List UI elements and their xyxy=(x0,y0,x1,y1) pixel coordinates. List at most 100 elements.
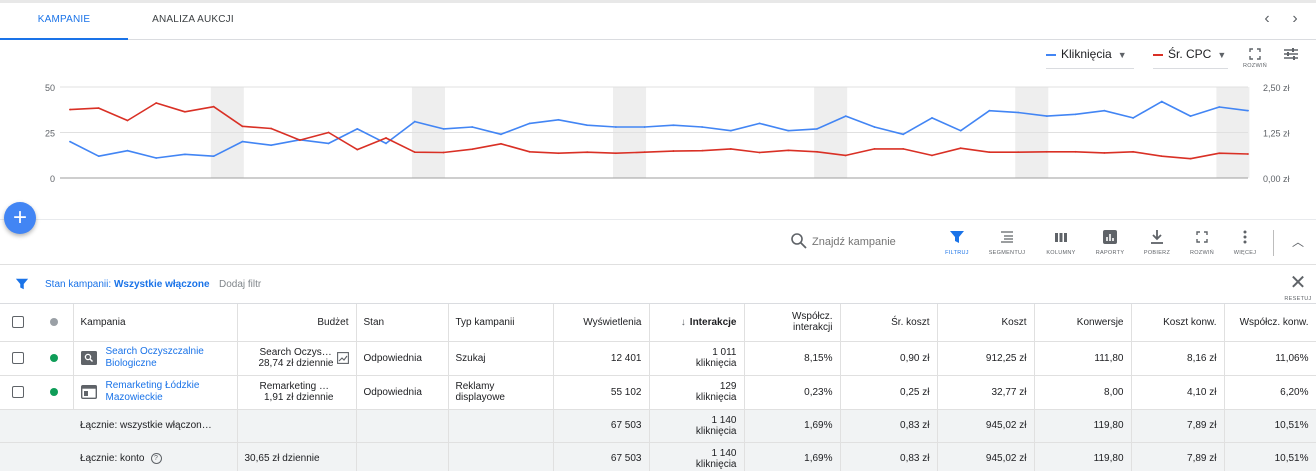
total-interactions: 1 140 kliknięcia xyxy=(649,409,745,443)
budget-cell: Search Oczysz… 28,74 zł dziennie xyxy=(237,341,357,376)
col-cost[interactable]: Koszt xyxy=(937,304,1035,342)
clicks-point xyxy=(586,124,589,127)
clicks-point xyxy=(931,117,933,119)
col-interactions[interactable]: ↓ Interakcje xyxy=(649,304,745,342)
campaign-link[interactable]: Search Oczyszczalnie Biologiczne xyxy=(105,346,204,369)
clicks-point xyxy=(69,140,71,143)
chevron-up-icon[interactable]: ︿ xyxy=(1291,235,1304,249)
help-icon[interactable]: ? xyxy=(150,452,162,464)
col-campaign[interactable]: Kampania xyxy=(73,304,238,342)
add-campaign-button[interactable]: + xyxy=(4,202,36,234)
download-button[interactable]: POBIERZ xyxy=(1137,228,1177,256)
display-campaign-icon xyxy=(80,385,97,399)
interaction-rate-cell: 0,23% xyxy=(744,375,841,410)
row-select-cell xyxy=(0,375,36,410)
tab-campaigns[interactable]: KAMPANIE xyxy=(0,3,128,40)
expand-button[interactable]: ROZWIŃ xyxy=(1182,228,1222,256)
interactions-unit: kliknięcia xyxy=(695,392,737,403)
col-budget[interactable]: Budżet xyxy=(237,304,357,342)
row-checkbox[interactable] xyxy=(12,386,24,398)
clicks-point xyxy=(1132,117,1134,119)
total-conversions: 119,80 xyxy=(1034,442,1132,471)
total-budget: 30,65 zł dziennie xyxy=(237,442,357,471)
more-button[interactable]: WIĘCEJ xyxy=(1225,228,1265,256)
cost-cell: 32,77 zł xyxy=(937,375,1035,410)
filter-button[interactable]: FILTRUJ xyxy=(937,228,977,256)
clicks-point xyxy=(615,126,617,128)
toolbar-divider xyxy=(1273,230,1274,256)
avg-cpc-series-line xyxy=(69,102,1249,160)
avg-cpc-point xyxy=(844,154,847,157)
table-header: Kampania Budżet Stan Typ kampanii Wyświe… xyxy=(0,304,1316,342)
clicks-point xyxy=(442,127,445,130)
expand-label: ROZWIŃ xyxy=(1189,250,1215,256)
empty-cell xyxy=(356,442,449,471)
total-label: Łącznie: konto xyxy=(80,453,145,465)
clicks-point xyxy=(988,109,991,112)
filter-label: FILTRUJ xyxy=(945,250,969,256)
chevron-right-icon[interactable]: › xyxy=(1292,10,1298,27)
col-interaction-rate[interactable]: Współcz. interakcji xyxy=(744,304,841,342)
col-campaign-type[interactable]: Typ kampanii xyxy=(448,304,554,342)
chart-settings-button[interactable] xyxy=(1281,47,1301,64)
enabled-status-dot[interactable] xyxy=(50,387,59,396)
avg-cpc-point xyxy=(959,147,962,150)
interaction-rate-cell: 8,15% xyxy=(744,341,841,376)
select-all-checkbox[interactable] xyxy=(12,316,24,329)
metric-2-swatch xyxy=(1153,53,1163,56)
interactions-value: 129 xyxy=(719,381,737,392)
segment-button[interactable]: SEGMENTUJ xyxy=(987,228,1027,256)
avg-cpc-point xyxy=(931,154,933,157)
clicks-point xyxy=(1189,115,1192,118)
tab-auction-insights[interactable]: ANALIZA AUKCJI xyxy=(152,14,234,25)
avg-cpc-point xyxy=(1189,157,1192,160)
chart-expand-button[interactable]: ROZWIŃ xyxy=(1241,47,1269,69)
columns-button[interactable]: KOLUMNY xyxy=(1041,228,1081,256)
columns-label: KOLUMNY xyxy=(1046,250,1076,256)
table-row[interactable]: Search Oczyszczalnie Biologiczne Search … xyxy=(0,341,1316,376)
total-impressions: 67 503 xyxy=(553,442,650,471)
metric-selector-2[interactable]: Śr. CPC ▼ xyxy=(1153,47,1228,69)
reports-button[interactable]: RAPORTY xyxy=(1090,228,1130,256)
interactions-cell: 1 011 kliknięcia xyxy=(649,341,745,376)
col-conversions[interactable]: Konwersje xyxy=(1034,304,1132,342)
col-cost-per-conv[interactable]: Koszt konw. xyxy=(1131,304,1225,342)
avg-cpc-point xyxy=(758,151,761,154)
avg-cpc-point xyxy=(270,127,273,130)
avg-cpc-point xyxy=(1045,150,1048,153)
row-checkbox[interactable] xyxy=(12,352,24,364)
caret-down-icon: ▼ xyxy=(1117,50,1127,60)
avg-cpc-point xyxy=(471,148,474,151)
metric-1-label: Kliknięcia xyxy=(1061,47,1112,61)
metric-selector-1[interactable]: Kliknięcia ▼ xyxy=(1046,47,1134,69)
avg-cpc-point xyxy=(701,149,703,152)
clicks-point xyxy=(356,127,359,130)
clicks-point xyxy=(816,127,818,130)
col-impressions[interactable]: Wyświetlenia xyxy=(553,304,650,342)
total-interaction-rate: 1,69% xyxy=(744,409,841,443)
total-interaction-rate: 1,69% xyxy=(744,442,841,471)
search-input[interactable] xyxy=(812,233,922,251)
clicks-point xyxy=(672,124,675,127)
enabled-status-dot[interactable] xyxy=(50,353,59,362)
col-avg-cost[interactable]: Śr. koszt xyxy=(840,304,938,342)
clicks-point xyxy=(643,126,646,128)
sliders-icon xyxy=(1284,48,1298,60)
col-status[interactable]: Stan xyxy=(356,304,449,342)
table-row[interactable]: Remarketing Łódzkie Mazowieckie Remarket… xyxy=(0,375,1316,410)
avg-cpc-point xyxy=(672,150,675,152)
trend-chart-icon[interactable] xyxy=(336,352,349,364)
reset-filters-button[interactable]: ✕ RESETUJ xyxy=(1284,273,1312,302)
campaign-status-filter[interactable]: Stan kampanii: Wszystkie włączone xyxy=(45,279,210,290)
conversions-cell: 8,00 xyxy=(1034,375,1132,410)
campaign-cell: Search Oczyszczalnie Biologiczne xyxy=(73,341,238,376)
col-conv-rate[interactable]: Współcz. konw. xyxy=(1224,304,1316,342)
clicks-point xyxy=(1218,106,1221,108)
chevron-left-icon[interactable]: ‹ xyxy=(1264,10,1270,27)
add-filter-link[interactable]: Dodaj filtr xyxy=(219,279,262,290)
totals-row: Łącznie: konto? 30,65 zł dziennie 67 503… xyxy=(0,442,1316,471)
empty-cell xyxy=(0,409,36,443)
clicks-point xyxy=(844,115,847,118)
clicks-point xyxy=(873,126,876,128)
campaign-link[interactable]: Remarketing Łódzkie Mazowieckie xyxy=(105,380,200,403)
